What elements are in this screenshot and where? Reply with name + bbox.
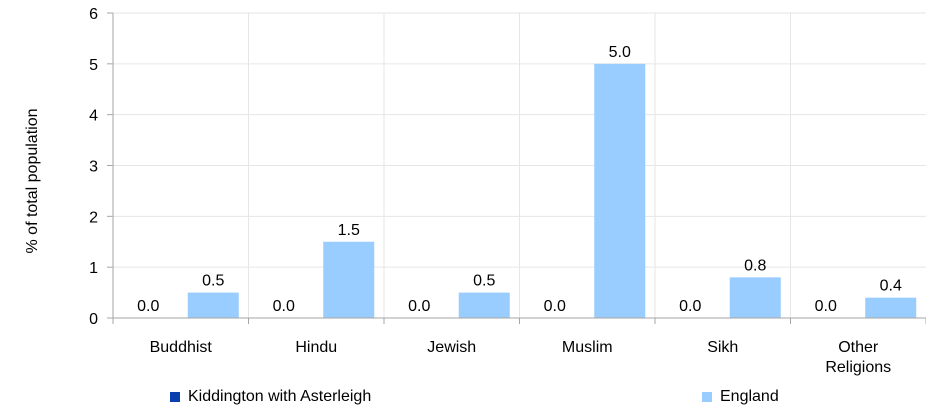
legend-swatch-kiddington [170, 392, 180, 402]
bar-england [323, 241, 375, 318]
x-tick-label: Other [838, 339, 879, 356]
x-tick-label: Buddhist [150, 339, 213, 356]
bar-england [458, 292, 510, 318]
y-tick-label: 3 [89, 159, 98, 176]
legend-label-kiddington: Kiddington with Asterleigh [188, 388, 372, 405]
x-tick-label: Jewish [427, 339, 476, 356]
y-tick-label: 5 [89, 57, 98, 74]
data-label-england: 0.8 [744, 257, 766, 274]
x-tick-label: Muslim [562, 339, 613, 356]
x-tick-label: Sikh [707, 339, 738, 356]
y-tick-label: 2 [89, 209, 98, 226]
bar-england [865, 297, 917, 318]
y-tick-label: 1 [89, 260, 98, 277]
legend-swatch-england [702, 392, 712, 402]
legend-item-kiddington: Kiddington with Asterleigh [170, 388, 371, 406]
bars: 0.0 0.5 0.0 1.5 0.0 0.5 0.0 5.0 0.0 0.8 0.0 0.4 [137, 44, 917, 319]
x-tick-label: Religions [825, 359, 891, 376]
bar-england [729, 277, 781, 318]
data-label-kiddington: 0.0 [137, 298, 159, 315]
legend-item-england: England [702, 388, 779, 406]
y-tick-label: 6 [89, 6, 98, 23]
data-label-kiddington: 0.0 [815, 298, 837, 315]
data-label-england: 1.5 [338, 222, 360, 239]
grid-lines [113, 12, 926, 318]
data-label-kiddington: 0.0 [679, 298, 701, 315]
data-label-kiddington: 0.0 [544, 298, 566, 315]
y-tick-label: 4 [89, 108, 98, 125]
data-label-england: 0.5 [473, 273, 495, 290]
y-tick-label: 0 [89, 311, 98, 328]
axes: 0 1 2 3 4 5 6 Buddhist Hindu Jewish Muslim Sikh Othe… [89, 6, 926, 376]
bar-england [187, 292, 239, 318]
x-tick-label: Hindu [295, 339, 337, 356]
data-label-england: 0.5 [202, 273, 224, 290]
data-label-england: 0.4 [880, 278, 902, 295]
data-label-kiddington: 0.0 [408, 298, 430, 315]
legend-label-england: England [720, 388, 779, 405]
data-label-kiddington: 0.0 [273, 298, 295, 315]
y-axis-label: % of total population [24, 109, 41, 254]
bar-england [594, 63, 646, 319]
data-label-england: 5.0 [609, 44, 631, 61]
